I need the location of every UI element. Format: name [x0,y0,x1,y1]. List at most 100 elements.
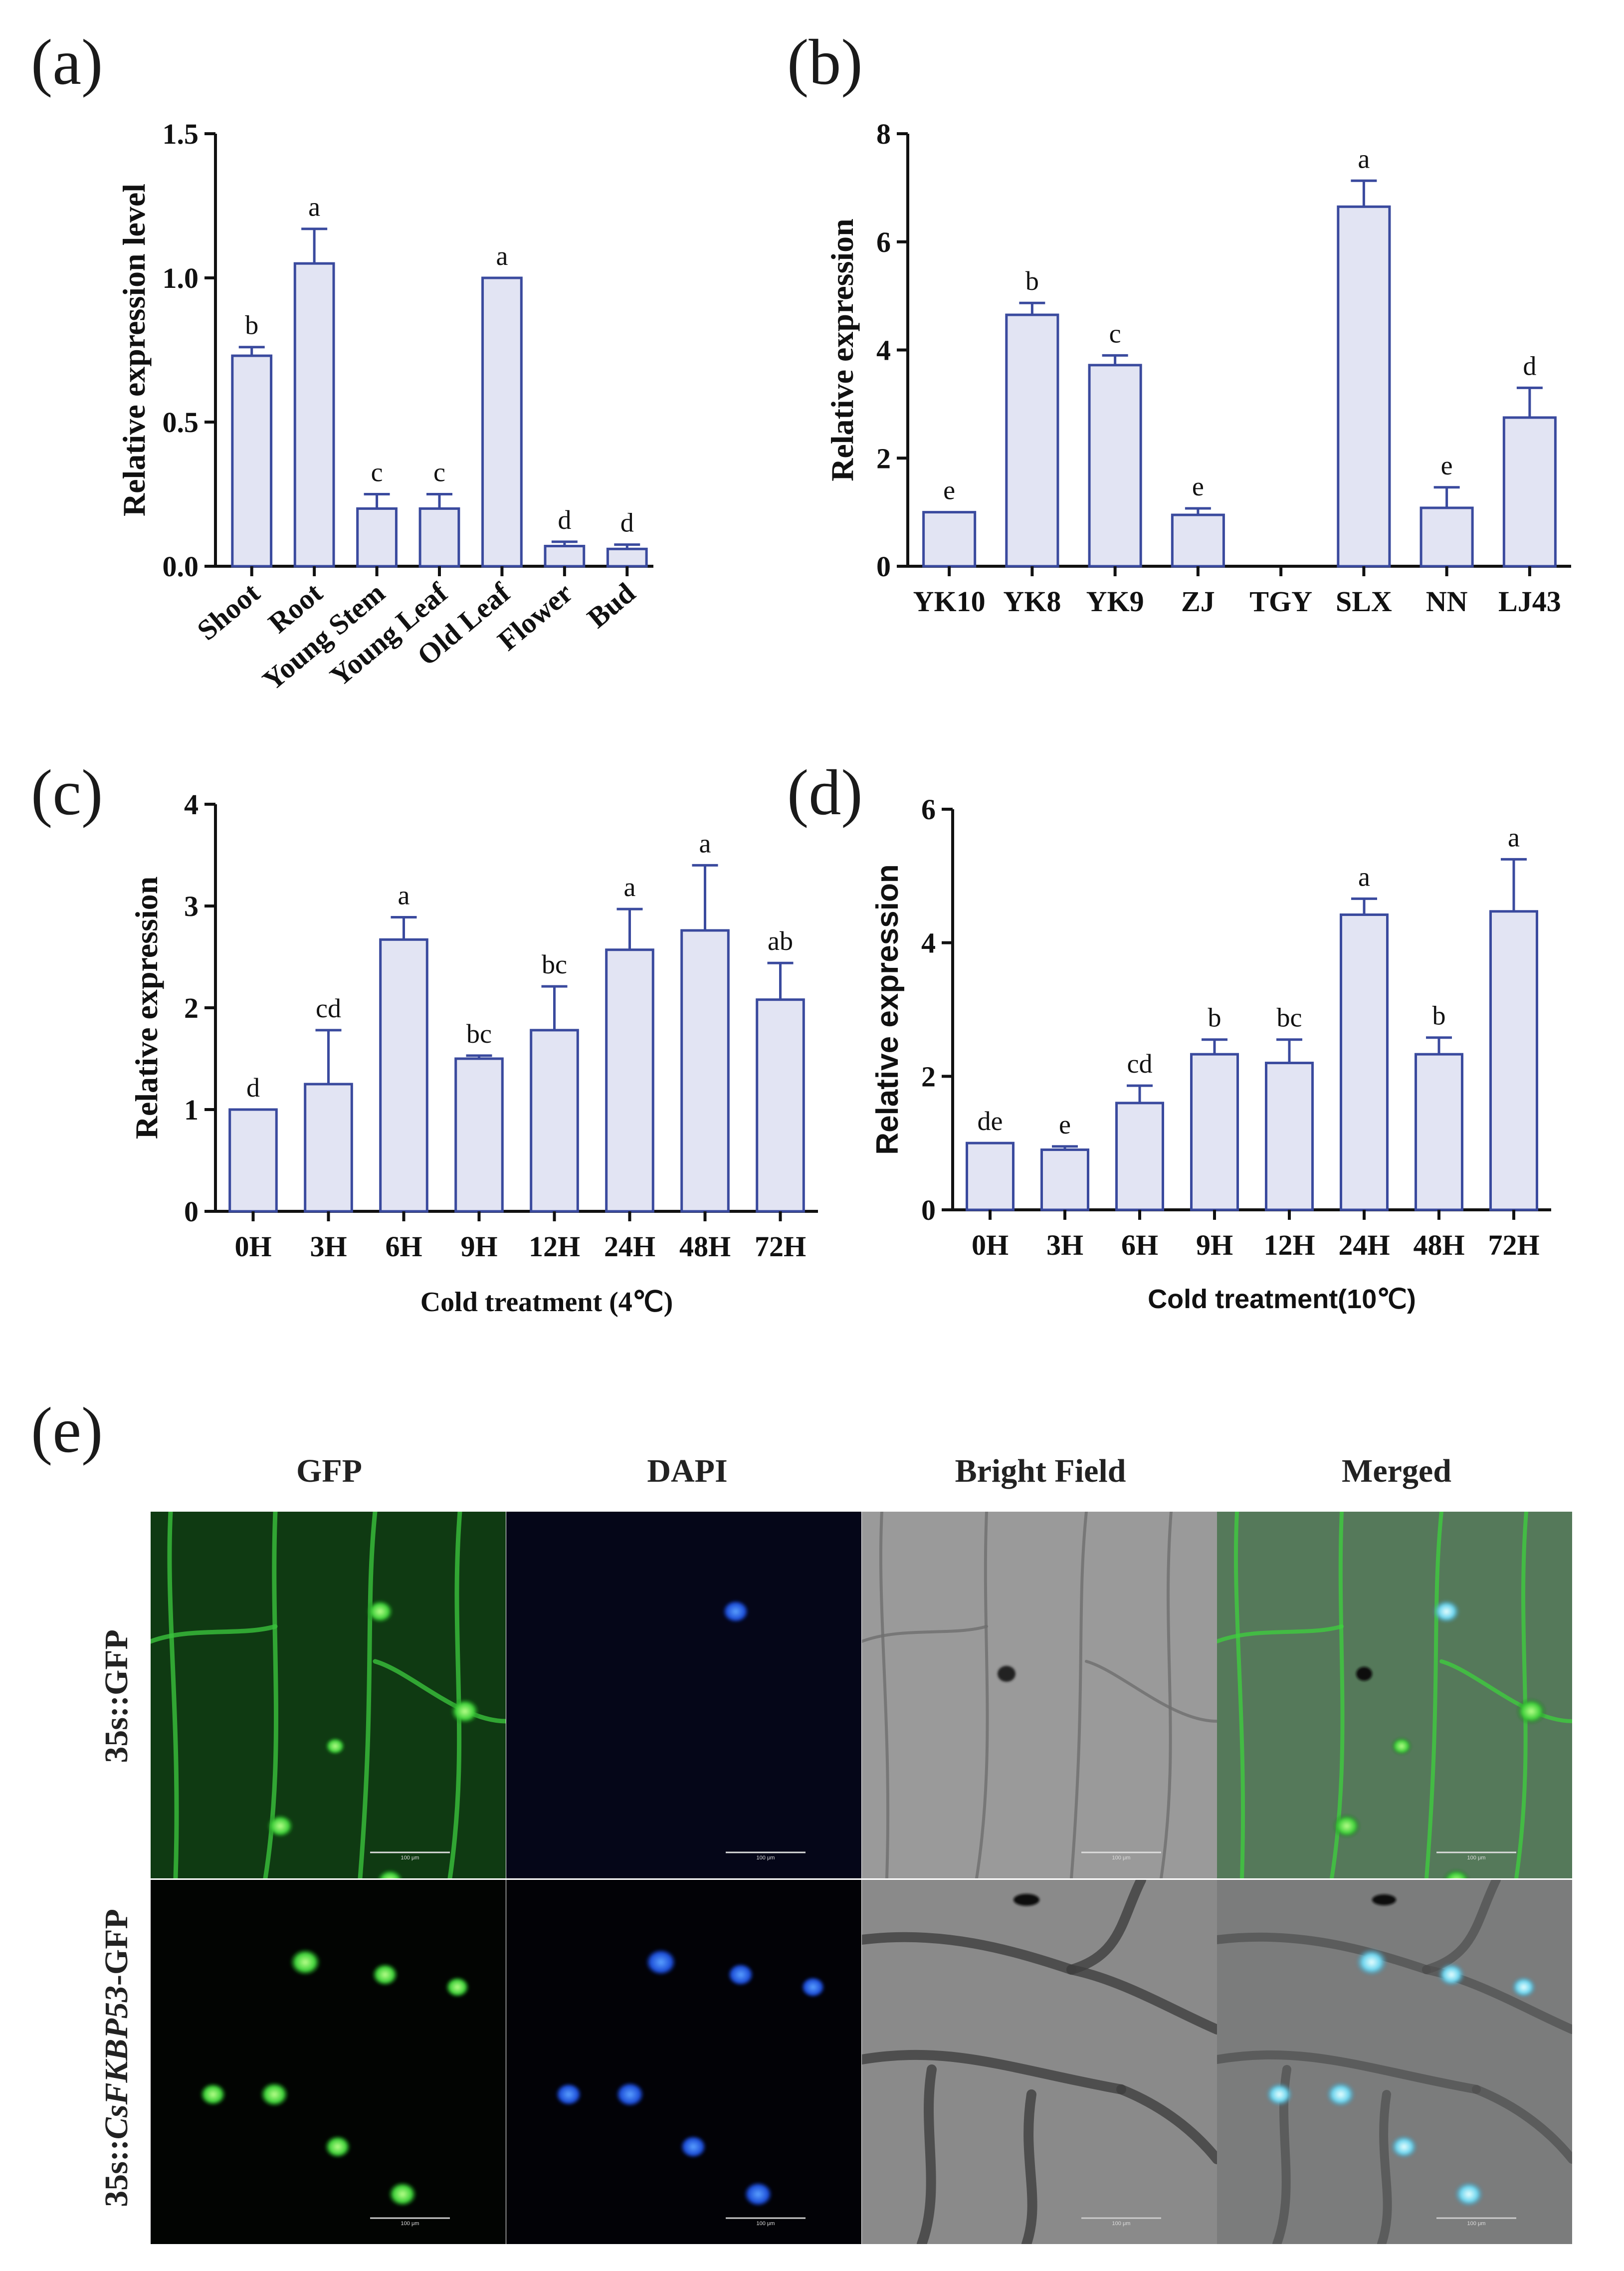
scale-bar-label: 100 μm [1467,2221,1486,2227]
bar [228,1108,278,1213]
x-tick-label: 6H [385,1230,422,1263]
dark-spot [998,1666,1015,1682]
chart-d-cold-10c: 0 2 4 6 Relative expression de 0H e 3H cd 6H b 9H bc 1… [870,793,1551,1314]
nucleus [1454,2181,1484,2207]
cell-wall [862,1625,988,1643]
x-tick-label: Bud [581,576,641,634]
nucleus [266,1814,294,1838]
cell-wall [1233,1512,1245,1878]
nucleus [800,1976,826,1998]
nucleus [366,1599,394,1623]
x-tick-label: Shoot [191,576,266,647]
bar [379,938,428,1213]
chart-b-cultivar-expression: 0 2 4 6 8 Relative expression e YK10 b YK8 c YK9 e ZJ… [824,118,1571,618]
cell-wall [1217,1932,1431,1974]
x-tick-label: 9H [1196,1229,1233,1261]
x-axis-title: Cold treatment (4℃) [420,1287,673,1318]
cell-wall [373,1659,506,1724]
x-tick-label: 48H [1413,1229,1464,1261]
cell-wall [1514,1512,1528,1878]
x-tick-label: 12H [529,1230,580,1263]
x-tick-label: 12H [1263,1229,1315,1261]
cell-wall [447,1512,462,1878]
y-tick-label: 2 [876,442,891,474]
micrograph-column-dapi: DAPI [647,1453,727,1489]
significance-letter: b [1432,1001,1446,1031]
nucleus [450,1698,480,1724]
y-tick-label: 0 [876,550,891,583]
y-tick-label: 1.0 [163,262,199,294]
nucleus [1265,2082,1293,2106]
cell-wall [1116,2084,1217,2164]
scale-bar-label: 100 μm [757,2221,775,2227]
nucleus [1390,2135,1418,2159]
significance-letter: b [1208,1003,1221,1033]
nucleus [199,2082,227,2106]
significance-letter: bc [466,1019,492,1049]
bar [1489,910,1538,1211]
cell-wall [1424,1512,1443,1878]
nucleus [325,1737,346,1755]
significance-letter: c [371,457,383,487]
significance-letter: d [246,1073,260,1103]
significance-letter: b [1025,266,1039,296]
micrograph-column-bright-field: Bright Field [955,1453,1126,1489]
scale-bar-label: 100 μm [1467,1855,1486,1861]
chart-c-cold-4c: 0 1 2 3 4 Relative expression d 0H cd 3H a 6H bc 9H bc… [129,788,818,1318]
x-tick-label: LJ43 [1498,585,1561,618]
significance-letter: de [978,1106,1003,1136]
y-tick-label: 8 [876,118,891,150]
scale-bar-label: 100 μm [401,1855,419,1861]
cell-wall [1066,1965,1217,2035]
nucleus [1432,1599,1460,1623]
x-tick-label: 9H [460,1230,497,1263]
micrograph-tile-r1-c3: 100 μm [862,1512,1217,1878]
cell-wall [358,1512,378,1878]
micrograph-tile-r2-c2: 100 μm [506,1880,861,2244]
significance-letter: e [1192,471,1204,501]
micrograph-panel: GFP DAPI Bright Field Merged 35s::GFP 35… [98,1453,1572,2244]
dark-spot [1014,1894,1039,1906]
bar [1115,1102,1164,1211]
nucleus [1355,1948,1388,1976]
micrograph-tile-r1-c2: 100 μm [506,1512,861,1878]
micrograph-column-merged: Merged [1342,1453,1451,1489]
significance-letter: e [943,475,955,505]
x-tick-label: 3H [310,1230,347,1263]
y-tick-label: 2 [184,992,199,1024]
cell-wall [862,1932,1076,1975]
panel-label-a: (a) [31,26,103,98]
x-tick-label: 3H [1046,1229,1083,1261]
micrograph-tile-r2-c3: 100 μm [862,1880,1217,2244]
chart-a-tissue-expression: 0.0 0.5 1.0 1.5 Relative expression level b Sh… [116,118,653,697]
y-tick-label: 4 [876,334,891,367]
bar [1265,1062,1314,1211]
cell-wall [1160,1512,1173,1878]
bar [1040,1148,1089,1211]
significance-letter: a [308,192,320,222]
bar [1190,1053,1239,1211]
dark-spot [1356,1667,1372,1681]
cell-wall [151,1624,278,1644]
y-axis-label: Relative expression [129,877,164,1139]
significance-letter: e [1059,1110,1071,1139]
nucleus [1326,2081,1356,2107]
y-tick-label: 0 [184,1195,199,1228]
nucleus [727,1963,755,1987]
micrograph-background [151,1512,506,1878]
cell-wall [1085,1660,1217,1723]
significance-letter: d [620,508,634,538]
micrograph-background [506,1512,861,1878]
x-tick-label: TGY [1249,585,1312,618]
bar [544,545,586,568]
cell-wall [1021,2089,1037,2244]
cell-wall [862,2049,1126,2094]
cell-wall [1217,1624,1344,1643]
significance-letter: c [1109,318,1121,348]
cell-wall [1439,1659,1572,1723]
x-tick-label: YK8 [1003,585,1061,618]
cell-wall [1070,1512,1088,1878]
nucleus [259,2081,289,2107]
x-tick-label: SLX [1336,585,1392,618]
significance-letter: cd [1127,1049,1153,1079]
